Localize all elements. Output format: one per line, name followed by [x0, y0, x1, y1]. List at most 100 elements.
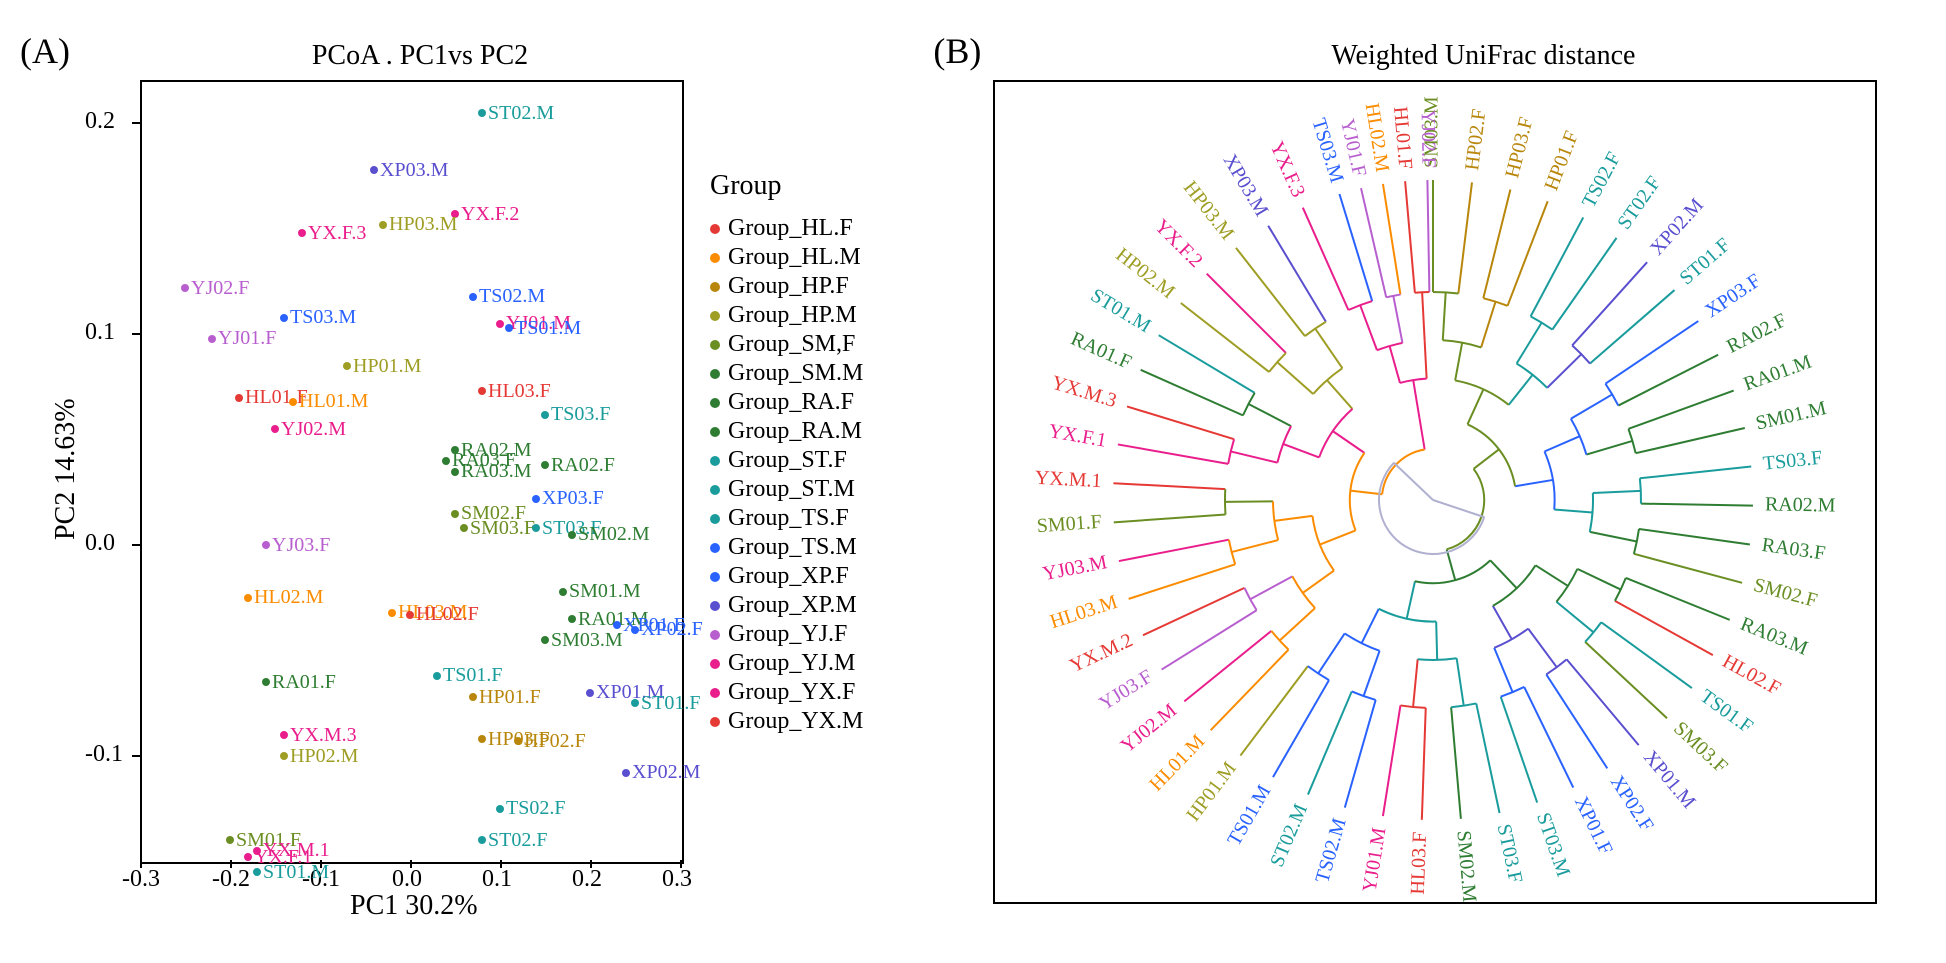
- pcoa-point: SM03.F: [460, 517, 535, 540]
- tree-branch: [1590, 290, 1675, 363]
- tree-leaf-label: HL01.F: [1389, 106, 1416, 170]
- tree-leaf-label: XP01.M: [1639, 746, 1700, 813]
- pcoa-point: SM02.M: [568, 523, 650, 546]
- pcoa-point: TS03.M: [280, 306, 356, 329]
- tree-branch: [1636, 428, 1745, 453]
- tree-branch: [1615, 601, 1713, 655]
- tree-branch: [1231, 451, 1278, 462]
- legend-label: Group_XP.M: [728, 592, 857, 619]
- tree-branch: [1459, 182, 1473, 293]
- tree-branch: [1383, 184, 1401, 295]
- legend-label: Group_YJ.M: [728, 650, 855, 677]
- legend-label: Group_SM,F: [728, 331, 855, 358]
- tree-branch: [1278, 362, 1314, 394]
- pcoa-point: XP02.F: [631, 618, 703, 641]
- tree-leaf-label: HL03.F: [1407, 831, 1431, 895]
- tree-branch: [1602, 622, 1693, 688]
- pcoa-point: YX.F.3: [298, 222, 366, 245]
- tree-branch: [1394, 296, 1403, 343]
- pcoa-point: HP01.M: [343, 355, 421, 378]
- tree-branch: [1303, 571, 1334, 593]
- legend-dot-icon: [710, 253, 720, 263]
- tree-branch: [1587, 441, 1633, 455]
- tree-branch: [1284, 444, 1320, 457]
- legend-label: Group_SM.M: [728, 360, 863, 387]
- tree-leaf-label: ST02.F: [1614, 172, 1666, 233]
- legend-item: Group_HL.F: [710, 215, 863, 242]
- legend-dot-icon: [710, 398, 720, 408]
- legend-item: Group_ST.M: [710, 476, 863, 503]
- tree-branch: [1437, 622, 1438, 660]
- tree-branch: [1207, 274, 1286, 353]
- pcoa-point: YJ02.M: [271, 418, 346, 441]
- tree-branch: [1555, 510, 1593, 513]
- legend-dot-icon: [710, 688, 720, 698]
- tree-branch: [1422, 708, 1426, 820]
- legend-dot-icon: [710, 369, 720, 379]
- tree-branch: [1185, 631, 1272, 701]
- pcoa-point: TS01.F: [433, 664, 502, 687]
- tree-branch: [1641, 504, 1753, 506]
- legend-label: Group_XP.F: [728, 563, 849, 590]
- tree-leaf-label: YX.F.1: [1047, 420, 1108, 452]
- tree-branch: [1553, 238, 1617, 330]
- tree-leaf-label: SM02.M: [1453, 830, 1481, 904]
- pcoa-point: YX.M.3: [280, 724, 357, 747]
- pcoa-point: RA03.M: [451, 460, 532, 483]
- tree-branch: [1629, 391, 1734, 429]
- legend-label: Group_ST.F: [728, 447, 847, 474]
- tree-leaf-label: RA03.M: [1738, 613, 1812, 660]
- tree-branch: [1428, 180, 1430, 292]
- tree-branch: [1275, 516, 1313, 521]
- tree-branch: [1585, 642, 1667, 718]
- legend-item: Group_YX.F: [710, 679, 863, 706]
- legend-item: Group_YX.M: [710, 708, 863, 735]
- panel-b: (B) Weighted UniFrac distance SM03.MHP02…: [933, 20, 1926, 940]
- pcoa-xtick: 0.2: [572, 866, 602, 893]
- pcoa-xlabel: PC1 30.2%: [350, 890, 478, 922]
- tree-branch: [1567, 659, 1639, 745]
- tree-leaf-label: YJ03.F: [1096, 665, 1157, 715]
- tree-branch: [1493, 606, 1512, 639]
- legend-item: Group_YJ.M: [710, 650, 863, 677]
- legend-label: Group_ST.M: [728, 476, 855, 503]
- pcoa-point: YJ02.F: [181, 277, 249, 300]
- pcoa-point: TS03.F: [541, 403, 610, 426]
- tree-branch: [1443, 292, 1446, 340]
- pcoa-point: HP03.M: [379, 213, 457, 236]
- legend-label: Group_YX.F: [728, 679, 855, 706]
- tree-leaf-label: SM02.F: [1752, 574, 1821, 612]
- tree-branch: [1634, 554, 1742, 583]
- tree-leaf-label: ST01.F: [1676, 234, 1735, 290]
- tree-leaf-label: TS03.F: [1762, 447, 1823, 475]
- tree-leaf-label: YJ01.M: [1359, 826, 1391, 894]
- pcoa-ytick: 0.2: [85, 108, 115, 135]
- tree-branch: [1545, 436, 1580, 451]
- pcoa-point: YX.F.2: [451, 203, 519, 226]
- tree-branch: [1474, 449, 1499, 468]
- legend-dot-icon: [710, 601, 720, 611]
- tree-branch: [1571, 394, 1612, 418]
- legend-dot-icon: [710, 456, 720, 466]
- pcoa-ytick: 0.0: [85, 530, 115, 557]
- legend-dot-icon: [710, 543, 720, 553]
- pcoa-point: YJ03.F: [262, 534, 330, 557]
- tree-branch: [1251, 576, 1293, 599]
- pcoa-point: TS02.F: [496, 797, 565, 820]
- tree-branch: [1529, 629, 1558, 668]
- tree-branch: [1364, 651, 1380, 696]
- legend-dot-icon: [710, 659, 720, 669]
- tree-branch: [1420, 418, 1425, 450]
- pcoa-point: ST01.F: [631, 692, 700, 715]
- legend-label: Group_RA.M: [728, 418, 862, 445]
- pcoa-point: HL01.M: [289, 390, 368, 413]
- tree-branch: [1495, 648, 1513, 692]
- tree-branch: [1536, 565, 1568, 586]
- tree-branch: [1211, 650, 1289, 731]
- tree-branch: [1452, 707, 1462, 819]
- tree-leaf-label: HP02.F: [1462, 108, 1491, 172]
- tree-branch: [1319, 633, 1345, 673]
- pcoa-point: HL02.F: [406, 603, 479, 626]
- legend-label: Group_HP.M: [728, 302, 857, 329]
- tree-leaf-label: XP02.F: [1606, 772, 1658, 836]
